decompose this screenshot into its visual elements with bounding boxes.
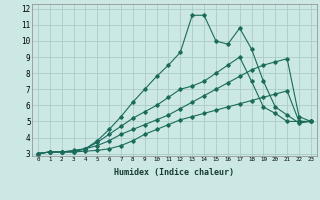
X-axis label: Humidex (Indice chaleur): Humidex (Indice chaleur) — [115, 168, 234, 177]
